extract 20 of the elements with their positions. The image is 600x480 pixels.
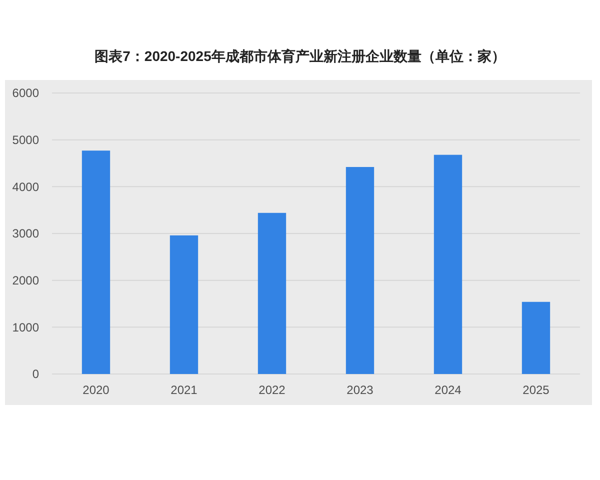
x-tick-label: 2020 xyxy=(82,383,110,397)
x-tick-label: 2023 xyxy=(346,383,374,397)
y-tick-label: 0 xyxy=(32,367,40,382)
bar xyxy=(82,150,110,374)
y-tick-label: 4000 xyxy=(12,180,40,194)
bar xyxy=(170,235,198,374)
y-tick-label: 1000 xyxy=(12,320,40,334)
y-tick-label: 6000 xyxy=(12,86,40,100)
x-tick-label: 2025 xyxy=(522,383,550,397)
bar xyxy=(258,212,286,374)
bar xyxy=(434,154,462,374)
y-tick-label: 5000 xyxy=(12,133,40,148)
x-tick-label: 2022 xyxy=(258,383,286,397)
bar xyxy=(522,302,550,374)
x-tick-label: 2024 xyxy=(434,383,462,397)
y-tick-label: 3000 xyxy=(12,226,40,241)
bar xyxy=(346,166,374,374)
chart-title: 图表7：2020-2025年成都市体育产业新注册企业数量（单位：家） xyxy=(94,48,506,64)
y-tick-label: 2000 xyxy=(12,274,40,288)
x-tick-label: 2021 xyxy=(170,383,198,397)
